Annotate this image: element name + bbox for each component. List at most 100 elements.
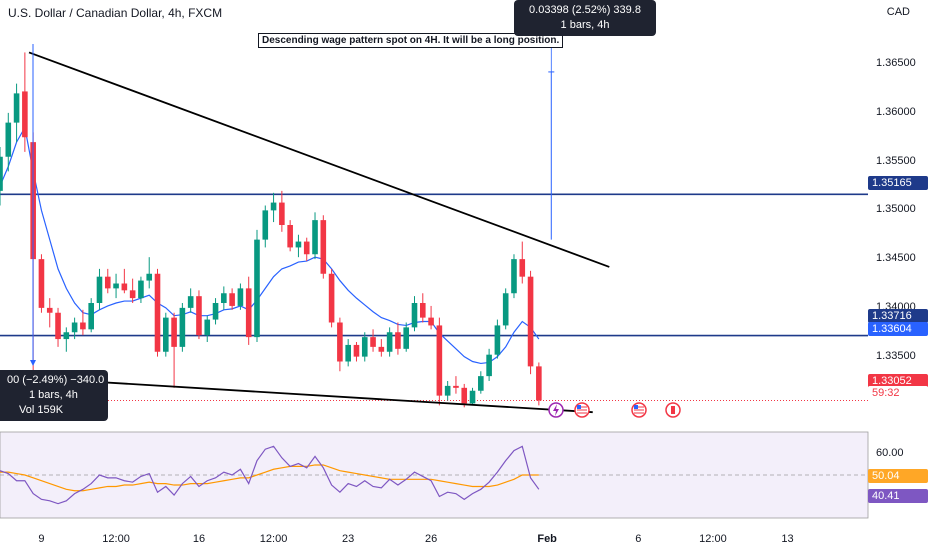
candle-body: [80, 322, 86, 330]
candles: [0, 52, 542, 408]
us-flag-icon[interactable]: [574, 402, 590, 418]
candle-body: [245, 288, 252, 338]
candle-body: [154, 273, 161, 352]
candle-body: [353, 344, 360, 357]
chart-title: U.S. Dollar / Canadian Dollar, 4h, FXCM: [8, 6, 223, 20]
last-price-label: 1.33052: [868, 374, 928, 388]
tooltip-bars: 1 bars, 4h: [29, 389, 78, 401]
candle-body: [287, 225, 293, 248]
tooltip-change: 00 (−2.49%) −340.0: [7, 374, 105, 386]
time-tick: 12:00: [102, 533, 130, 545]
candle-body: [295, 241, 302, 248]
candle-body: [436, 325, 443, 396]
candle-body: [5, 122, 12, 157]
candle-body: [320, 220, 327, 274]
candle-body: [444, 385, 451, 396]
candle-body: [237, 288, 244, 306]
time-tick: 6: [635, 533, 642, 545]
candle-body: [196, 296, 202, 336]
rsi-value-label: 40.41: [868, 489, 928, 503]
candle-body: [312, 220, 318, 255]
candle-body: [254, 239, 260, 338]
candle-body: [337, 322, 343, 362]
canton: [634, 405, 638, 409]
candle-body: [428, 317, 434, 326]
measure-tooltip-top: 0.03398 (2.52%) 339.8 1 bars, 4h: [514, 0, 656, 36]
candle-body: [303, 241, 310, 255]
candle-body: [63, 332, 70, 340]
price-tick: 1.34500: [876, 252, 916, 265]
price-tick: 1.35000: [876, 203, 916, 216]
candle-body: [403, 327, 410, 349]
time-tick: 16: [192, 533, 206, 545]
time-tick: Feb: [537, 533, 557, 545]
candle-body: [22, 91, 28, 138]
text-annotation[interactable]: Descending wage pattern spot on 4H. It w…: [258, 33, 564, 48]
time-tick: 12:00: [699, 533, 727, 545]
maple-glyph: [671, 406, 675, 414]
candle-body: [179, 307, 186, 347]
support-price-label: 1.33716: [868, 309, 928, 323]
candle-body: [527, 276, 534, 367]
candle-body: [478, 376, 484, 391]
candle-body: [469, 390, 476, 404]
resistance-price-label: 1.35165: [868, 176, 928, 190]
candle-body: [453, 385, 459, 388]
trendline: [28, 51, 610, 268]
candle-body: [121, 283, 128, 291]
time-tick: 12:00: [259, 533, 288, 545]
lightning-glyph: [553, 404, 559, 416]
measure-tool[interactable]: [30, 34, 555, 366]
candle-body: [395, 332, 401, 349]
candle-body: [88, 303, 94, 330]
candle-body: [411, 303, 418, 328]
bar-countdown-label: 59:32: [868, 386, 928, 400]
time-tick: 13: [781, 533, 794, 545]
candle-body: [511, 259, 517, 294]
candle-body: [361, 337, 368, 357]
candle-body: [328, 273, 335, 323]
trendline: [49, 378, 593, 414]
candle-body: [163, 317, 169, 352]
candle-body: [187, 296, 194, 308]
rsi-panel: [0, 431, 869, 519]
candle-body: [229, 293, 235, 306]
candle-body: [370, 337, 376, 347]
candle-body: [519, 259, 526, 277]
currency-label: CAD: [886, 6, 910, 18]
candle-body: [212, 303, 219, 320]
price-tick: 1.33500: [876, 349, 916, 362]
candle-body: [345, 344, 351, 362]
candle-body: [38, 259, 45, 308]
candle-body: [71, 322, 78, 333]
candle-body: [0, 156, 3, 191]
event-icons[interactable]: [548, 402, 681, 418]
time-tick: 9: [38, 533, 45, 545]
candle-body: [270, 202, 277, 211]
rsi-line: [0, 445, 540, 505]
us-flag-icon[interactable]: [631, 402, 647, 418]
measure-arrow: [30, 360, 36, 366]
candle-body: [494, 325, 501, 355]
trendlines[interactable]: [28, 51, 610, 414]
time-tick: 23: [342, 533, 355, 545]
rsi-axis-tick: 60.00: [876, 447, 904, 459]
candle-body: [104, 276, 111, 289]
candle-body: [146, 273, 153, 281]
candle-body: [138, 280, 144, 299]
canada-flag-icon[interactable]: [665, 402, 681, 418]
candle-body: [378, 346, 385, 352]
candle-body: [171, 317, 177, 347]
candle-body: [279, 202, 285, 225]
time-tick: 26: [424, 533, 438, 545]
candle-body: [262, 210, 269, 240]
candle-body: [386, 332, 393, 352]
candle-body: [461, 387, 468, 404]
candle-body: [46, 307, 53, 313]
lightning-event-icon[interactable]: [548, 402, 564, 418]
candle-body: [486, 354, 492, 377]
horizontal-levels[interactable]: [0, 193, 868, 401]
price-tick: 1.36500: [876, 57, 916, 70]
price-tick: 1.35500: [876, 154, 916, 167]
